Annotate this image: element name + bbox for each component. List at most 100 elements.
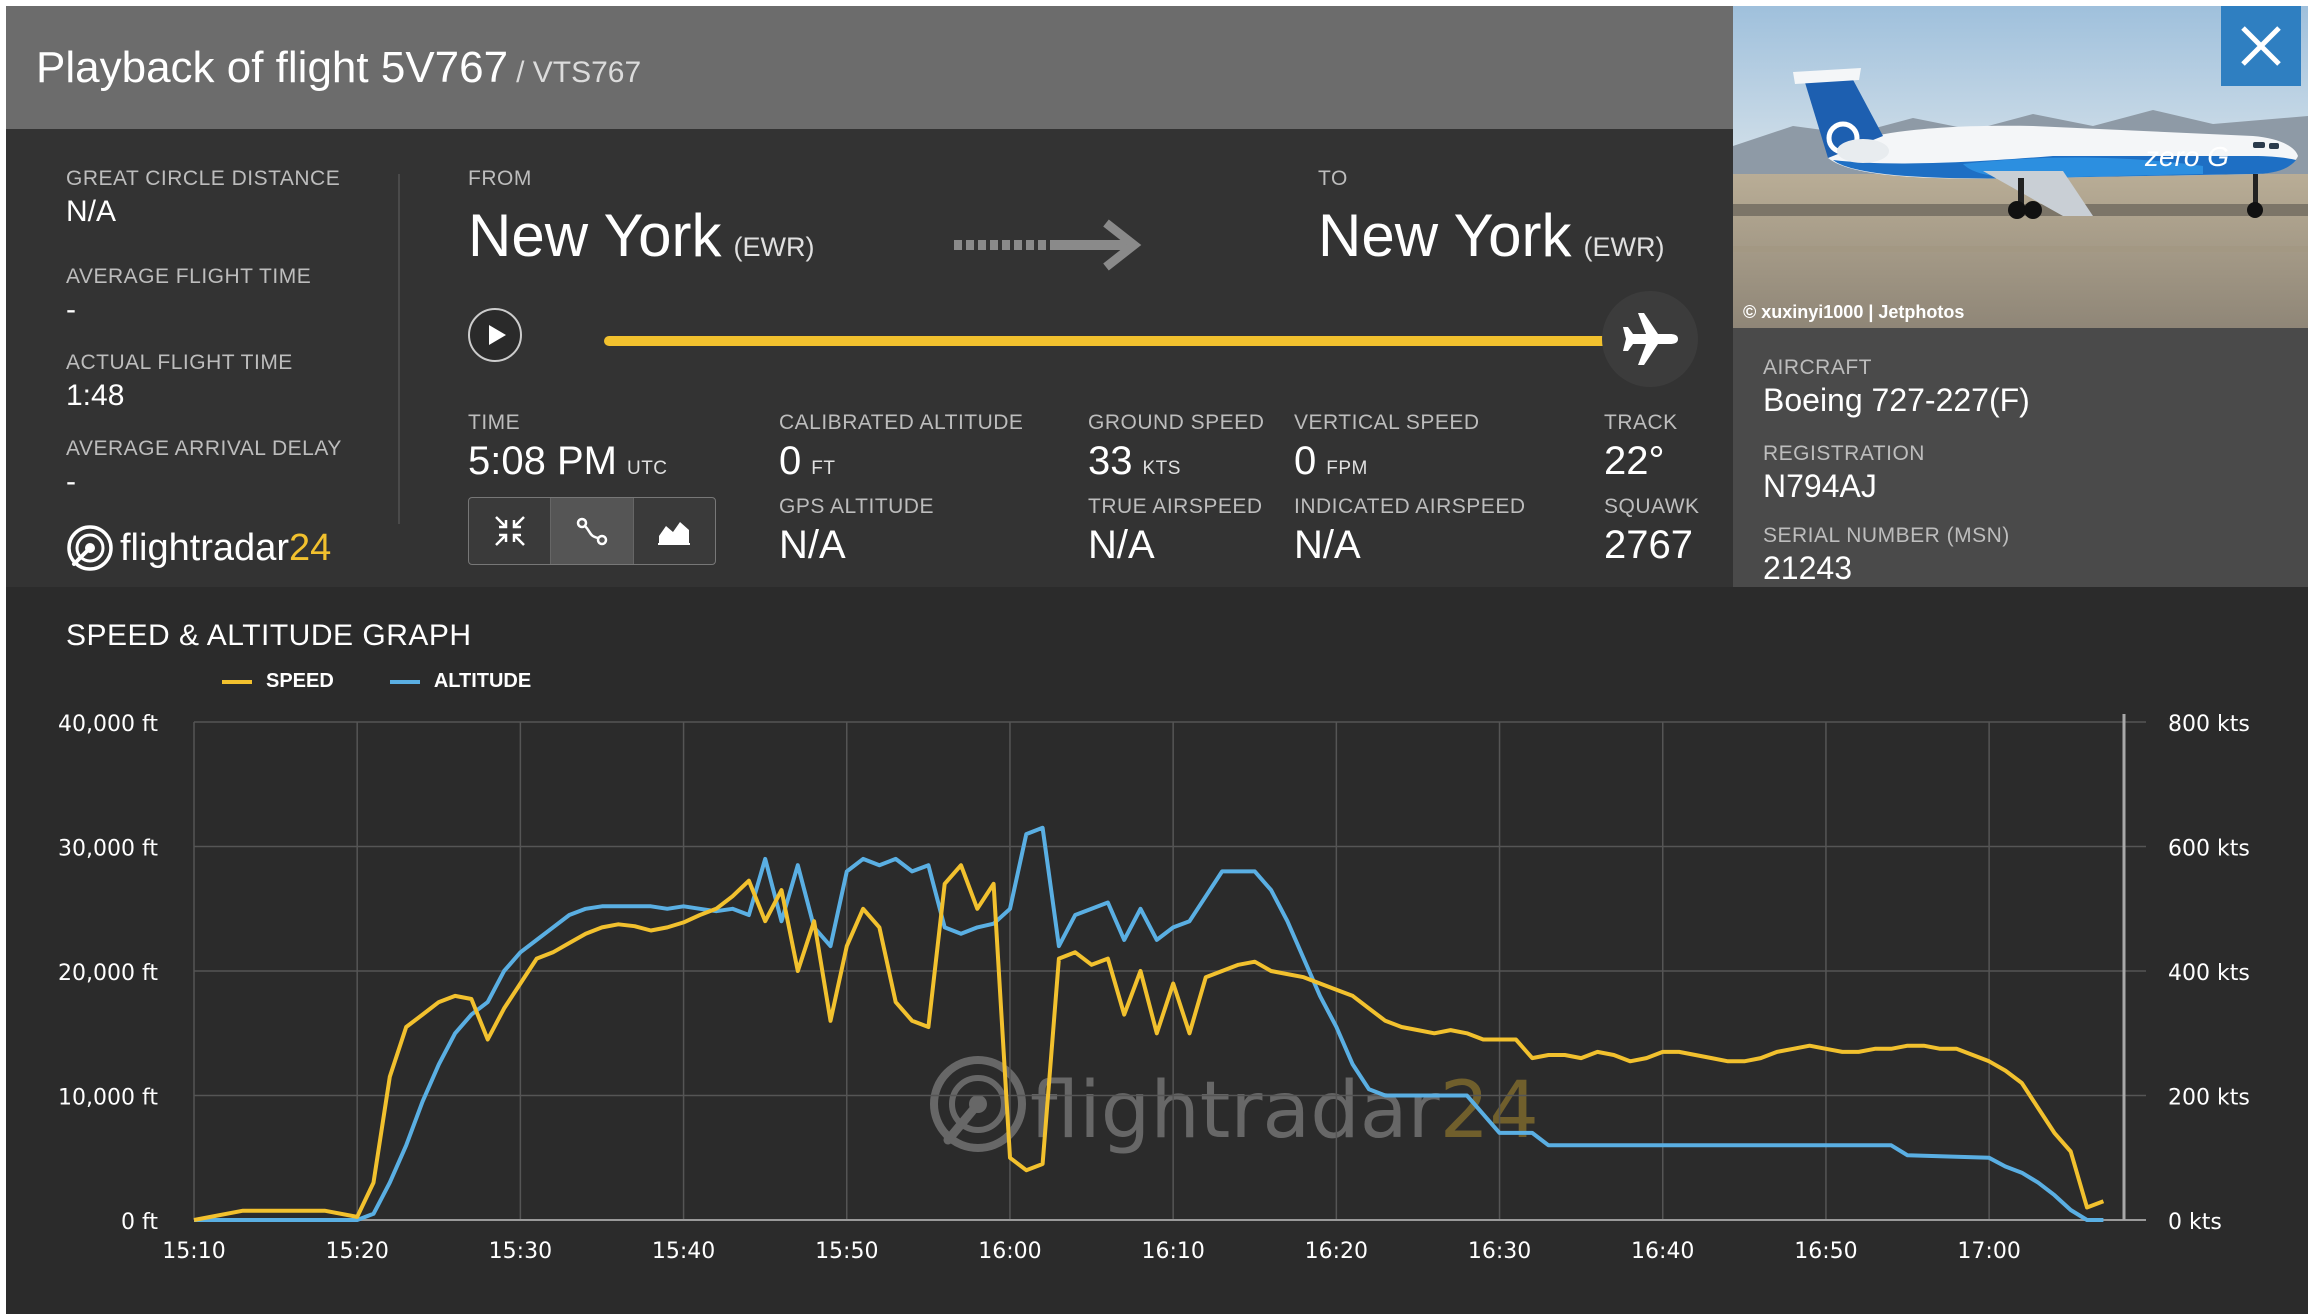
x-tick-label: 15:10 bbox=[162, 1239, 225, 1264]
graph-title: SPEED & ALTITUDE GRAPH bbox=[66, 619, 472, 652]
play-icon bbox=[489, 325, 506, 345]
watermark-brand: flightradar24 bbox=[1030, 1066, 1539, 1156]
calibrated-altitude-value: 0 FT bbox=[779, 439, 835, 484]
ground-speed-label: GROUND SPEED bbox=[1088, 411, 1265, 434]
y-left-tick-label: 30,000 ft bbox=[58, 837, 158, 862]
y-right-tick-label: 200 kts bbox=[2168, 1086, 2250, 1111]
speed-altitude-chart[interactable]: flightradar24 0 ft 0 kts 10,000 ft 200 kts 2… bbox=[6, 587, 2308, 1314]
origin-city-name: New York bbox=[468, 202, 722, 269]
livery-text: zero G bbox=[2144, 141, 2229, 172]
ground-speed-unit: KTS bbox=[1142, 458, 1181, 479]
actual-flight-time-value: 1:48 bbox=[66, 379, 125, 412]
aircraft-panel: zero G © xuxinyi1000 | Jetphotos AIRCRAF… bbox=[1733, 6, 2308, 587]
from-label: FROM bbox=[468, 167, 532, 190]
great-circle-distance-value: N/A bbox=[66, 195, 117, 228]
graph-view-button[interactable] bbox=[634, 498, 715, 564]
true-airspeed-label: TRUE AIRSPEED bbox=[1088, 495, 1263, 518]
brand-name: flightradar bbox=[120, 526, 289, 569]
close-icon bbox=[2241, 26, 2281, 66]
x-tick-label: 16:10 bbox=[1141, 1239, 1204, 1264]
destination-code: (EWR) bbox=[1583, 232, 1665, 262]
y-left-tick-label: 10,000 ft bbox=[58, 1086, 158, 1111]
speed-altitude-graph-section: SPEED & ALTITUDE GRAPH SPEED ALTITUDE bbox=[6, 587, 2308, 1314]
x-tick-label: 16:20 bbox=[1305, 1239, 1368, 1264]
x-tick-label: 16:40 bbox=[1631, 1239, 1694, 1264]
legend-altitude-label: ALTITUDE bbox=[433, 670, 532, 692]
gps-altitude-value: N/A bbox=[779, 523, 846, 567]
vertical-speed-label: VERTICAL SPEED bbox=[1294, 411, 1480, 434]
true-airspeed-value: N/A bbox=[1088, 523, 1155, 567]
calibrated-altitude-text: 0 bbox=[779, 439, 802, 483]
view-mode-toggle bbox=[468, 497, 716, 565]
y-left-tick-label: 20,000 ft bbox=[58, 961, 158, 986]
playback-progress[interactable] bbox=[604, 336, 1644, 346]
aircraft-photo[interactable]: zero G © xuxinyi1000 | Jetphotos bbox=[1733, 6, 2308, 328]
squawk-value: 2767 bbox=[1604, 523, 1693, 567]
origin-code: (EWR) bbox=[733, 232, 815, 262]
time-label: TIME bbox=[468, 411, 521, 434]
destination-city-name: New York bbox=[1318, 202, 1572, 269]
close-button[interactable] bbox=[2221, 6, 2301, 86]
aircraft-photo-image: zero G bbox=[1733, 6, 2308, 328]
y-right-tick-label: 0 kts bbox=[2168, 1210, 2222, 1235]
vertical-speed-unit: FPM bbox=[1326, 458, 1368, 479]
registration-value: N794AJ bbox=[1763, 468, 1877, 504]
graph-legend: SPEED ALTITUDE bbox=[222, 670, 531, 693]
aircraft-type-value: Boeing 727-227(F) bbox=[1763, 382, 2030, 418]
playback-scrubber-handle[interactable] bbox=[1602, 291, 1698, 387]
y-left-tick-label: 40,000 ft bbox=[58, 712, 158, 737]
area-chart-icon bbox=[658, 522, 691, 545]
ground-speed-text: 33 bbox=[1088, 439, 1133, 483]
header-bar: Playback of flight 5V767/ VTS767 bbox=[6, 6, 1733, 129]
actual-flight-time-label: ACTUAL FLIGHT TIME bbox=[66, 351, 293, 374]
serial-number-label: SERIAL NUMBER (MSN) bbox=[1763, 524, 2010, 547]
legend-altitude-swatch bbox=[389, 679, 420, 684]
x-tick-label: 16:30 bbox=[1468, 1239, 1531, 1264]
time-unit: UTC bbox=[626, 458, 668, 479]
flight-info-panel: GREAT CIRCLE DISTANCE N/A AVERAGE FLIGHT… bbox=[6, 129, 1733, 587]
vertical-speed-text: 0 bbox=[1294, 439, 1317, 483]
plane-icon bbox=[1623, 313, 1678, 365]
x-tick-label: 15:20 bbox=[325, 1239, 388, 1264]
x-tick-label: 15:40 bbox=[652, 1239, 715, 1264]
registration-label: REGISTRATION bbox=[1763, 442, 1925, 465]
flight-title: Playback of flight 5V767 bbox=[36, 43, 509, 92]
altitude-series-line bbox=[194, 825, 2104, 1222]
indicated-airspeed-label: INDICATED AIRSPEED bbox=[1294, 495, 1526, 518]
serial-number-value: 21243 bbox=[1763, 550, 1852, 586]
time-text: 5:08 PM bbox=[468, 439, 617, 483]
average-flight-time-label: AVERAGE FLIGHT TIME bbox=[66, 265, 312, 288]
x-tick-label: 16:50 bbox=[1794, 1239, 1857, 1264]
origin-city: New York (EWR) bbox=[468, 201, 814, 282]
x-tick-label: 15:30 bbox=[489, 1239, 552, 1264]
average-arrival-delay-value: - bbox=[66, 465, 76, 498]
play-button[interactable] bbox=[468, 308, 522, 362]
watermark-logo: flightradar24 bbox=[930, 1056, 1539, 1156]
y-right-tick-label: 600 kts bbox=[2168, 837, 2250, 862]
flightradar24-logo: flightradar 24 bbox=[66, 524, 331, 572]
callsign: / VTS767 bbox=[516, 56, 642, 89]
squawk-label: SQUAWK bbox=[1604, 495, 1700, 518]
aircraft-type-label: AIRCRAFT bbox=[1763, 356, 1872, 379]
x-tick-label: 16:00 bbox=[978, 1239, 1041, 1264]
route-view-button[interactable] bbox=[551, 498, 634, 564]
photo-credit[interactable]: © xuxinyi1000 | Jetphotos bbox=[1743, 302, 1965, 322]
track-value: 22° bbox=[1604, 439, 1665, 483]
flight-playback-panel: Playback of flight 5V767/ VTS767 GREAT C… bbox=[6, 6, 2308, 1314]
vertical-speed-value: 0 FPM bbox=[1294, 439, 1368, 484]
collapse-view-button[interactable] bbox=[469, 498, 552, 564]
legend-speed-swatch bbox=[222, 679, 252, 684]
y-left-tick-label: 0 ft bbox=[121, 1210, 158, 1235]
legend-speed-label: SPEED bbox=[266, 670, 334, 692]
destination-city: New York (EWR) bbox=[1318, 201, 1664, 282]
great-circle-distance-label: GREAT CIRCLE DISTANCE bbox=[66, 167, 341, 190]
x-tick-label: 17:00 bbox=[1957, 1239, 2020, 1264]
watermark-radar-icon bbox=[930, 1056, 1026, 1152]
route-icon bbox=[576, 517, 608, 546]
average-flight-time-value: - bbox=[66, 293, 76, 326]
calibrated-altitude-label: CALIBRATED ALTITUDE bbox=[779, 411, 1024, 434]
x-tick-label: 15:50 bbox=[815, 1239, 878, 1264]
ground-speed-value: 33 KTS bbox=[1088, 439, 1181, 484]
y-right-tick-label: 400 kts bbox=[2168, 961, 2250, 986]
time-value: 5:08 PM UTC bbox=[468, 439, 668, 484]
